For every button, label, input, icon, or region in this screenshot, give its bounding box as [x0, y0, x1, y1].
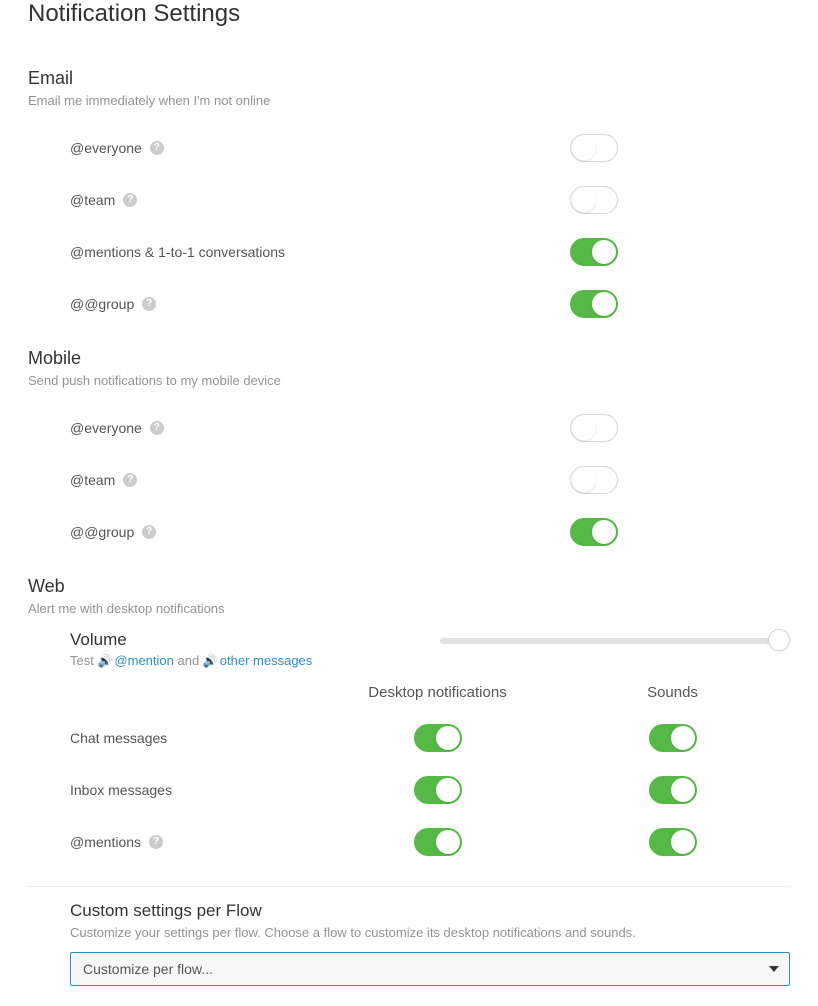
mobile-row: @everyone? [70, 402, 790, 454]
sounds-toggle-cell [555, 828, 790, 856]
mobile-row: @@group? [70, 506, 790, 558]
web-row: Inbox messages [70, 764, 790, 816]
row-label-text: @team [70, 472, 115, 488]
web-section: Web Alert me with desktop notifications … [28, 576, 790, 868]
row-label-text: @mentions & 1-to-1 conversations [70, 244, 285, 260]
sounds-toggle-cell [555, 724, 790, 752]
row-label-text: Chat messages [70, 730, 167, 746]
mobile-row: @team? [70, 454, 790, 506]
email-row: @mentions & 1-to-1 conversations [70, 226, 790, 278]
mobile-title: Mobile [28, 348, 790, 369]
mobile-row-label: @everyone? [70, 420, 570, 436]
email-row: @everyone? [70, 122, 790, 174]
email-row: @team? [70, 174, 790, 226]
mobile-toggle[interactable] [570, 518, 618, 546]
custom-subtitle: Customize your settings per flow. Choose… [70, 925, 790, 940]
email-toggle[interactable] [570, 134, 618, 162]
web-row: Chat messages [70, 712, 790, 764]
email-section: Email Email me immediately when I'm not … [28, 68, 790, 330]
volume-slider[interactable] [440, 638, 790, 644]
row-label-text: @team [70, 192, 115, 208]
sounds-toggle[interactable] [649, 724, 697, 752]
select-placeholder: Customize per flow... [83, 961, 213, 977]
sound-icon: 🔊 [97, 654, 112, 668]
help-icon[interactable]: ? [142, 297, 156, 311]
volume-slider-handle[interactable] [768, 629, 790, 651]
email-toggle[interactable] [570, 186, 618, 214]
mobile-row-label: @team? [70, 472, 570, 488]
mobile-section: Mobile Send push notifications to my mob… [28, 348, 790, 558]
test-mention-link[interactable]: 🔊@mention [97, 653, 177, 668]
email-toggle[interactable] [570, 238, 618, 266]
desktop-toggle-cell [320, 724, 555, 752]
desktop-toggle-cell [320, 776, 555, 804]
sounds-toggle[interactable] [649, 828, 697, 856]
volume-title: Volume [70, 630, 440, 650]
web-row: @mentions? [70, 816, 790, 868]
web-row-label: Chat messages [70, 730, 320, 746]
desktop-col-header: Desktop notifications [320, 684, 555, 701]
mobile-row-label: @@group? [70, 524, 570, 540]
custom-section: Custom settings per Flow Customize your … [28, 901, 790, 986]
desktop-toggle[interactable] [414, 776, 462, 804]
help-icon[interactable]: ? [150, 421, 164, 435]
custom-title: Custom settings per Flow [70, 901, 790, 921]
page-title: Notification Settings [28, 0, 790, 28]
sounds-toggle[interactable] [649, 776, 697, 804]
volume-test-prefix: Test [70, 653, 94, 668]
sounds-toggle-cell [555, 776, 790, 804]
desktop-toggle[interactable] [414, 828, 462, 856]
sound-icon: 🔊 [203, 654, 218, 668]
email-subtitle: Email me immediately when I'm not online [28, 93, 790, 108]
help-icon[interactable]: ? [123, 193, 137, 207]
desktop-toggle[interactable] [414, 724, 462, 752]
row-label-text: @@group [70, 296, 134, 312]
help-icon[interactable]: ? [149, 835, 163, 849]
customize-per-flow-select[interactable]: Customize per flow... [70, 952, 790, 986]
mobile-toggle[interactable] [570, 414, 618, 442]
help-icon[interactable]: ? [123, 473, 137, 487]
web-subtitle: Alert me with desktop notifications [28, 601, 790, 616]
email-toggle[interactable] [570, 290, 618, 318]
email-title: Email [28, 68, 790, 89]
mobile-subtitle: Send push notifications to my mobile dev… [28, 373, 790, 388]
web-row-label: @mentions? [70, 834, 320, 850]
email-row: @@group? [70, 278, 790, 330]
web-title: Web [28, 576, 790, 597]
chevron-down-icon [769, 966, 779, 972]
help-icon[interactable]: ? [142, 525, 156, 539]
mobile-toggle[interactable] [570, 466, 618, 494]
row-label-text: @everyone [70, 420, 142, 436]
volume-test-line: Test 🔊@mention and 🔊other messages [70, 653, 440, 668]
email-row-label: @team? [70, 192, 570, 208]
row-label-text: @everyone [70, 140, 142, 156]
row-label-text: @mentions [70, 834, 141, 850]
row-label-text: @@group [70, 524, 134, 540]
test-other-link[interactable]: 🔊other messages [203, 653, 312, 668]
email-row-label: @everyone? [70, 140, 570, 156]
sounds-col-header: Sounds [555, 684, 790, 701]
email-row-label: @mentions & 1-to-1 conversations [70, 244, 570, 260]
divider [28, 886, 790, 887]
help-icon[interactable]: ? [150, 141, 164, 155]
web-row-label: Inbox messages [70, 782, 320, 798]
desktop-toggle-cell [320, 828, 555, 856]
email-row-label: @@group? [70, 296, 570, 312]
row-label-text: Inbox messages [70, 782, 172, 798]
volume-and: and [178, 653, 200, 668]
